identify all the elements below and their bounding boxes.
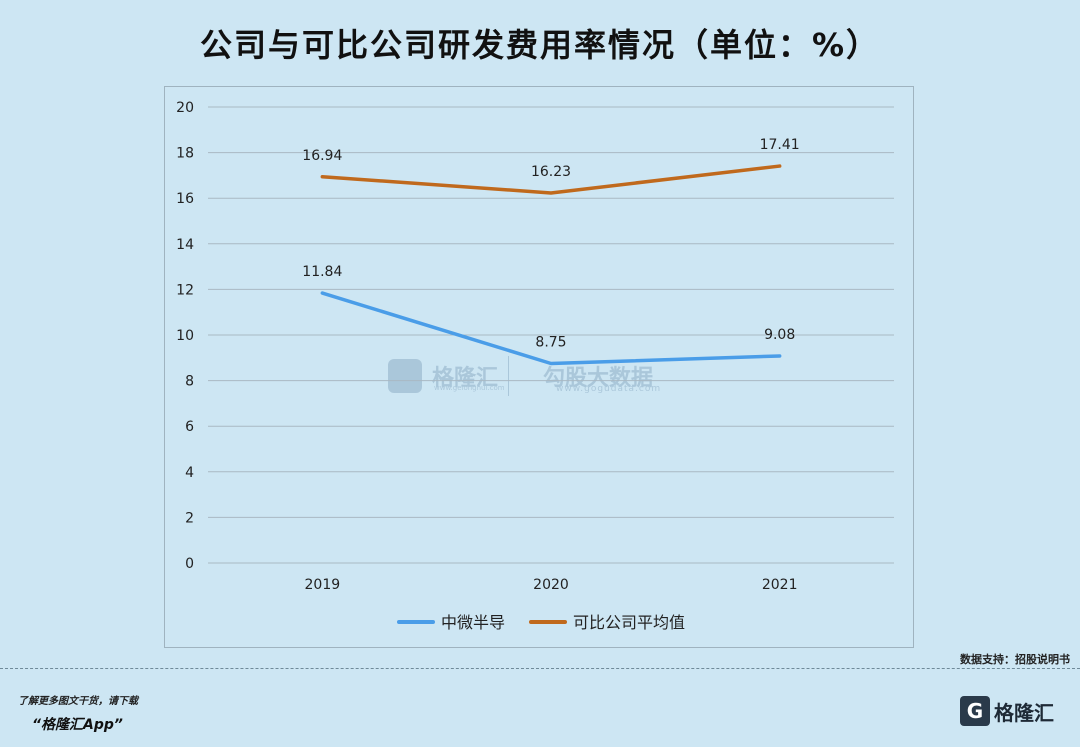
brand-name: 格隆汇 bbox=[994, 700, 1054, 725]
y-tick-label: 12 bbox=[176, 282, 194, 298]
y-tick-label: 14 bbox=[176, 237, 194, 253]
y-tick-label: 16 bbox=[176, 191, 194, 207]
x-tick-label: 2020 bbox=[533, 577, 569, 593]
y-tick-label: 18 bbox=[176, 146, 194, 162]
x-tick-label: 2019 bbox=[305, 577, 341, 593]
data-label: 16.94 bbox=[302, 148, 342, 164]
footer-divider bbox=[0, 668, 1080, 669]
y-tick-label: 4 bbox=[185, 465, 194, 481]
y-tick-label: 10 bbox=[176, 328, 194, 344]
x-tick-label: 2021 bbox=[762, 577, 798, 593]
brand: G 格隆汇 bbox=[960, 688, 1070, 734]
source-note: 数据支持：招股说明书 bbox=[960, 653, 1070, 666]
y-tick-label: 8 bbox=[185, 374, 194, 390]
y-tick-label: 2 bbox=[185, 510, 194, 526]
data-label: 9.08 bbox=[764, 327, 795, 343]
y-tick-label: 20 bbox=[176, 100, 194, 116]
series-line-1 bbox=[320, 164, 782, 195]
data-label: 8.75 bbox=[535, 335, 566, 351]
chart-frame bbox=[164, 86, 914, 648]
legend-label-0: 中微半导 bbox=[441, 613, 505, 632]
series-line-0 bbox=[320, 291, 782, 366]
footer-app-name: “格隆汇App” bbox=[32, 717, 123, 733]
y-tick-label: 0 bbox=[185, 556, 194, 572]
data-label: 16.23 bbox=[531, 164, 571, 180]
brand-logo-icon: G bbox=[960, 696, 990, 726]
y-tick-label: 6 bbox=[185, 419, 194, 435]
data-label: 11.84 bbox=[302, 264, 342, 280]
data-label: 17.41 bbox=[760, 137, 800, 153]
chart-title: 公司与可比公司研发费用率情况（单位：%） bbox=[199, 26, 881, 64]
footer-tip: 了解更多图文干货，请下载 bbox=[18, 696, 138, 707]
legend-label-1: 可比公司平均值 bbox=[573, 613, 685, 632]
